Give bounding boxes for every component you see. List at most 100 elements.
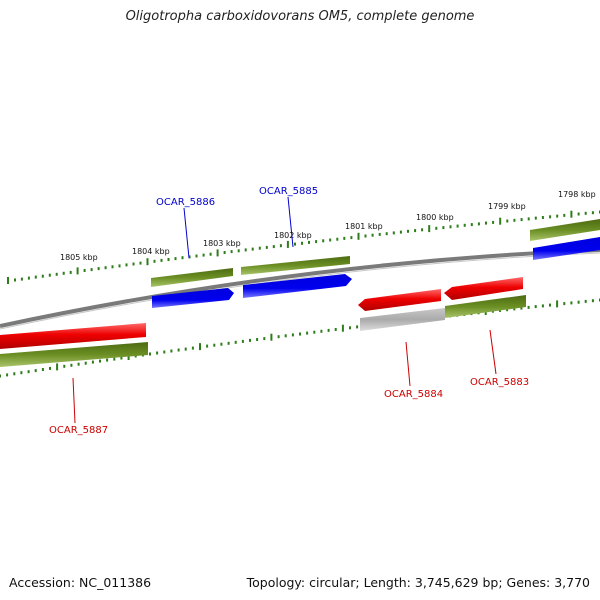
minor-tick bbox=[69, 270, 72, 274]
gene-label-OCAR_5885[interactable]: OCAR_5885 bbox=[259, 186, 318, 197]
minor-tick bbox=[41, 274, 44, 278]
minor-tick bbox=[195, 254, 198, 258]
minor-tick bbox=[70, 363, 73, 367]
minor-tick bbox=[334, 328, 337, 331]
minor-tick bbox=[149, 352, 151, 356]
minor-tick bbox=[106, 358, 109, 362]
minor-tick bbox=[125, 263, 128, 267]
minor-tick bbox=[591, 299, 594, 303]
minor-tick bbox=[513, 218, 516, 222]
minor-tick bbox=[577, 212, 580, 216]
gene-band-lower bbox=[0, 295, 526, 367]
minor-tick bbox=[421, 228, 424, 232]
minor-tick bbox=[506, 308, 509, 312]
minor-tick bbox=[34, 275, 37, 279]
minor-tick bbox=[62, 271, 65, 275]
minor-tick bbox=[13, 372, 16, 376]
minor-tick bbox=[463, 223, 466, 227]
minor-tick bbox=[27, 370, 30, 374]
minor-tick bbox=[492, 220, 495, 224]
scale-label: 1803 kbp bbox=[203, 239, 241, 248]
major-tick bbox=[270, 333, 273, 341]
minor-tick bbox=[49, 366, 51, 370]
gene-OCAR_5885[interactable] bbox=[243, 274, 352, 298]
callout-line-OCAR_5883 bbox=[489, 329, 497, 375]
minor-tick bbox=[327, 328, 330, 332]
minor-tick bbox=[132, 262, 135, 266]
accession-label: Accession: NC_011386 bbox=[9, 575, 152, 590]
minor-tick bbox=[308, 240, 310, 244]
minor-tick bbox=[220, 342, 223, 346]
minor-tick bbox=[90, 268, 93, 272]
minor-tick bbox=[258, 246, 261, 250]
minor-tick bbox=[6, 373, 9, 377]
scale-label: 1798 kbp bbox=[558, 190, 596, 199]
minor-tick bbox=[549, 215, 552, 219]
gene-OCAR_5887[interactable] bbox=[0, 323, 146, 349]
gene-OCAR_5886[interactable] bbox=[152, 288, 234, 308]
major-tick bbox=[286, 240, 289, 248]
minor-tick bbox=[99, 359, 101, 363]
major-tick bbox=[357, 232, 360, 240]
minor-tick bbox=[315, 240, 318, 244]
minor-tick bbox=[263, 337, 266, 341]
minor-tick bbox=[407, 229, 409, 233]
gene-unlabeled-forward[interactable] bbox=[533, 237, 600, 260]
callout-line-OCAR_5884 bbox=[405, 341, 411, 387]
minor-tick bbox=[414, 229, 417, 233]
minor-tick bbox=[160, 258, 163, 262]
gene-band-segment bbox=[445, 295, 526, 318]
minor-tick bbox=[63, 364, 66, 368]
minor-tick bbox=[284, 334, 287, 338]
minor-tick bbox=[97, 267, 100, 271]
minor-tick bbox=[27, 276, 30, 280]
minor-tick bbox=[234, 340, 237, 344]
minor-tick bbox=[77, 362, 80, 366]
minor-tick bbox=[577, 300, 580, 304]
minor-tick bbox=[485, 221, 487, 225]
minor-tick bbox=[41, 368, 44, 371]
minor-tick bbox=[442, 226, 445, 230]
minor-tick bbox=[584, 211, 587, 215]
minor-tick bbox=[591, 211, 594, 215]
minor-tick bbox=[237, 249, 240, 253]
minor-tick bbox=[181, 256, 184, 260]
genome-backbone bbox=[0, 248, 600, 328]
gene-label-OCAR_5887[interactable]: OCAR_5887 bbox=[49, 425, 108, 436]
minor-tick bbox=[520, 306, 523, 310]
minor-tick bbox=[534, 305, 537, 309]
minor-tick bbox=[20, 277, 23, 281]
genome-summary: Topology: circular; Length: 3,745,629 bp… bbox=[246, 575, 590, 590]
minor-tick bbox=[299, 332, 301, 336]
gene-band-segment bbox=[241, 256, 350, 275]
minor-tick bbox=[202, 253, 205, 257]
major-tick bbox=[76, 267, 79, 275]
callout-line-OCAR_5887 bbox=[72, 377, 76, 424]
gene-label-OCAR_5886[interactable]: OCAR_5886 bbox=[156, 197, 215, 208]
minor-tick bbox=[435, 226, 438, 230]
minor-tick bbox=[378, 232, 381, 236]
scale-label: 1801 kbp bbox=[345, 222, 383, 231]
minor-tick bbox=[206, 344, 209, 348]
minor-tick bbox=[139, 261, 142, 265]
minor-tick bbox=[527, 217, 530, 221]
minor-tick bbox=[163, 350, 166, 354]
minor-tick bbox=[570, 301, 573, 305]
gene-OCAR_5883[interactable] bbox=[444, 277, 523, 300]
gene-label-OCAR_5883[interactable]: OCAR_5883 bbox=[470, 377, 529, 388]
minor-tick bbox=[343, 236, 346, 240]
minor-tick bbox=[279, 244, 282, 248]
minor-tick bbox=[20, 371, 23, 375]
gene-label-OCAR_5884[interactable]: OCAR_5884 bbox=[384, 389, 443, 400]
minor-tick bbox=[34, 369, 37, 373]
minor-tick bbox=[272, 245, 275, 249]
minor-tick bbox=[349, 326, 351, 330]
minor-tick bbox=[541, 216, 544, 219]
minor-tick bbox=[449, 225, 452, 229]
minor-tick bbox=[184, 347, 187, 351]
minor-tick bbox=[277, 335, 280, 339]
minor-tick bbox=[83, 269, 86, 272]
minor-tick bbox=[230, 250, 233, 254]
gene-OCAR_5884[interactable] bbox=[358, 289, 441, 311]
